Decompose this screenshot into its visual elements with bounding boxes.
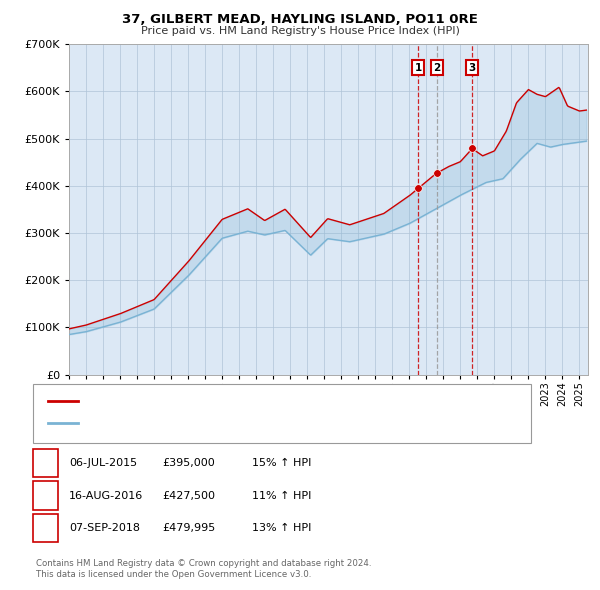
Text: 16-AUG-2016: 16-AUG-2016 [69, 491, 143, 500]
Text: 1: 1 [42, 458, 49, 468]
Text: HPI: Average price, detached house, Havant: HPI: Average price, detached house, Hava… [84, 418, 314, 428]
Text: 37, GILBERT MEAD, HAYLING ISLAND, PO11 0RE (detached house): 37, GILBERT MEAD, HAYLING ISLAND, PO11 0… [84, 396, 427, 407]
Text: 3: 3 [42, 523, 49, 533]
Text: 37, GILBERT MEAD, HAYLING ISLAND, PO11 0RE: 37, GILBERT MEAD, HAYLING ISLAND, PO11 0… [122, 13, 478, 26]
Text: £395,000: £395,000 [162, 458, 215, 468]
Text: £427,500: £427,500 [162, 491, 215, 500]
Text: £479,995: £479,995 [162, 523, 215, 533]
Text: 11% ↑ HPI: 11% ↑ HPI [252, 491, 311, 500]
Text: 15% ↑ HPI: 15% ↑ HPI [252, 458, 311, 468]
Text: 2: 2 [433, 63, 440, 73]
Text: 1: 1 [415, 63, 422, 73]
Text: Contains HM Land Registry data © Crown copyright and database right 2024.: Contains HM Land Registry data © Crown c… [36, 559, 371, 568]
Text: Price paid vs. HM Land Registry's House Price Index (HPI): Price paid vs. HM Land Registry's House … [140, 26, 460, 36]
Text: 07-SEP-2018: 07-SEP-2018 [69, 523, 140, 533]
Text: 06-JUL-2015: 06-JUL-2015 [69, 458, 137, 468]
Text: 2: 2 [42, 491, 49, 500]
Text: 3: 3 [469, 63, 476, 73]
Text: This data is licensed under the Open Government Licence v3.0.: This data is licensed under the Open Gov… [36, 570, 311, 579]
Text: 13% ↑ HPI: 13% ↑ HPI [252, 523, 311, 533]
